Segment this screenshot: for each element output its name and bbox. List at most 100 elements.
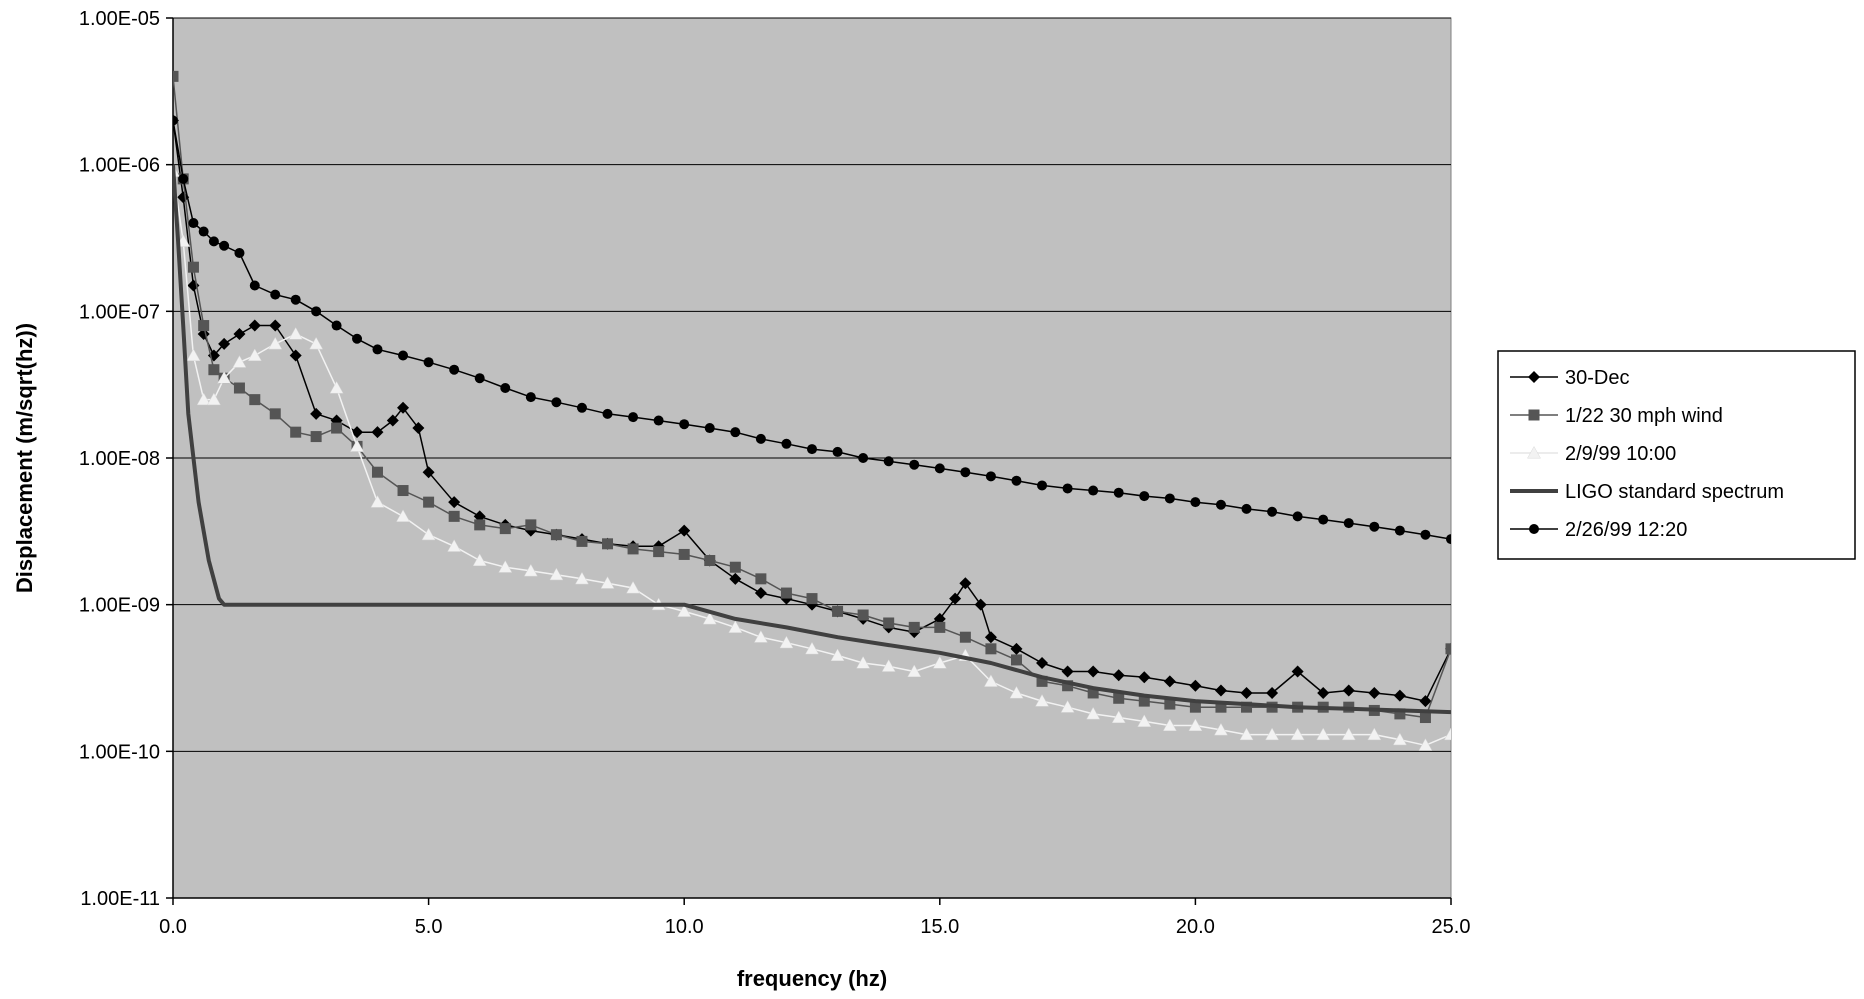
data-point — [288, 327, 303, 340]
data-point — [974, 598, 987, 611]
legend-label: 2/9/99 10:00 — [1565, 443, 1676, 465]
data-point — [310, 407, 323, 420]
series-ligo-standard-spectrum — [173, 164, 1451, 715]
data-point — [1394, 708, 1406, 720]
data-point — [372, 344, 383, 355]
data-point — [1316, 727, 1331, 741]
data-point — [807, 444, 817, 455]
data-point — [932, 656, 947, 669]
data-point — [781, 438, 792, 449]
data-point — [626, 580, 641, 594]
data-point — [1394, 525, 1405, 536]
data-point — [329, 381, 344, 394]
data-point — [1036, 657, 1049, 670]
data-point — [755, 433, 766, 444]
series-2-26-99-12-20 — [173, 115, 1451, 545]
data-point — [421, 527, 436, 541]
data-point — [1367, 727, 1382, 741]
data-point — [1086, 706, 1101, 720]
data-point — [331, 422, 343, 434]
data-point — [1010, 654, 1022, 666]
data-point — [1163, 675, 1176, 688]
data-point — [678, 548, 690, 560]
data-point — [1010, 642, 1023, 655]
data-point — [233, 382, 245, 394]
data-point — [206, 392, 221, 406]
legend-item: 1/22 30 mph wind — [1510, 405, 1723, 427]
data-point — [983, 674, 998, 687]
data-point — [217, 371, 232, 384]
legend-item: 2/26/99 12:20 — [1510, 519, 1687, 541]
data-point — [188, 218, 199, 229]
data-point — [949, 592, 962, 605]
legend-item: LIGO standard spectrum — [1510, 481, 1784, 503]
data-point — [729, 561, 741, 573]
data-point — [178, 173, 189, 184]
data-point — [1061, 665, 1074, 678]
data-point — [233, 328, 246, 341]
data-point — [309, 336, 324, 350]
data-point — [1113, 487, 1124, 498]
data-point — [249, 280, 260, 291]
data-point — [754, 587, 767, 600]
data-point — [525, 519, 537, 531]
data-point — [1035, 694, 1049, 707]
data-point — [576, 402, 587, 413]
data-point — [1189, 701, 1201, 713]
data-point — [173, 115, 178, 126]
data-point — [576, 535, 588, 547]
data-point — [269, 319, 282, 332]
data-point — [549, 567, 564, 581]
data-point — [1112, 669, 1125, 682]
data-point — [352, 333, 363, 344]
legend-box — [1497, 350, 1856, 560]
data-point — [1446, 534, 1451, 545]
data-point — [653, 546, 665, 558]
data-point — [208, 364, 220, 376]
data-point — [806, 593, 818, 605]
data-point — [1164, 493, 1175, 504]
data-point — [1088, 485, 1099, 496]
data-point — [1241, 503, 1252, 514]
data-point — [729, 572, 742, 585]
data-point — [678, 524, 691, 537]
data-point — [525, 392, 536, 403]
data-point — [196, 392, 211, 406]
y-tick-label: 1.00E-09 — [79, 595, 160, 617]
data-point — [1369, 521, 1380, 532]
legend-swatch-marker — [1528, 409, 1540, 421]
data-point — [985, 643, 997, 655]
data-point — [1060, 700, 1075, 713]
data-point — [575, 571, 589, 585]
y-tick-label: 1.00E-08 — [79, 448, 160, 470]
data-point — [474, 519, 486, 531]
data-point — [1291, 665, 1304, 678]
data-point — [371, 466, 383, 478]
data-point — [472, 553, 487, 566]
data-point — [832, 605, 844, 617]
legend-label: 1/22 30 mph wind — [1565, 405, 1723, 427]
legend-item: 2/9/99 10:00 — [1510, 443, 1676, 465]
data-point — [500, 383, 511, 394]
data-point — [960, 467, 971, 478]
data-point — [1113, 692, 1125, 704]
data-point — [907, 664, 922, 677]
data-point — [187, 261, 199, 273]
legend: 30-Dec 1/22 30 mph wind 2/9/99 10:00 LIGO s… — [1497, 350, 1856, 560]
data-point — [447, 539, 462, 552]
data-point — [832, 446, 843, 457]
data-point — [449, 364, 460, 375]
legend-item: 30-Dec — [1510, 367, 1629, 389]
data-point — [1139, 491, 1150, 502]
data-point — [1188, 718, 1203, 731]
data-point — [933, 612, 946, 625]
data-point — [909, 459, 920, 470]
data-point — [1062, 483, 1073, 494]
data-point — [1318, 514, 1329, 525]
data-point — [1241, 701, 1253, 713]
data-point — [498, 560, 513, 573]
data-point — [290, 426, 302, 438]
data-point — [249, 394, 261, 406]
data-point — [550, 529, 562, 541]
data-point — [1111, 710, 1126, 723]
